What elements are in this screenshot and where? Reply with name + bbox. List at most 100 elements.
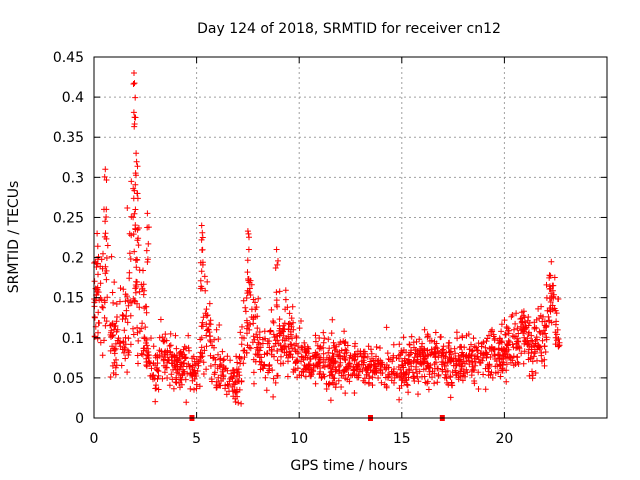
- data-point: [228, 370, 235, 377]
- data-point: [95, 319, 102, 326]
- data-point: [492, 363, 499, 370]
- data-point: [104, 242, 111, 249]
- data-point: [101, 337, 107, 344]
- data-point: [288, 323, 295, 330]
- data-point: [244, 228, 251, 235]
- data-point: [140, 281, 147, 288]
- data-point: [529, 368, 535, 375]
- data-point: [133, 264, 140, 271]
- data-point: [134, 257, 141, 263]
- data-point: [123, 307, 130, 314]
- data-point: [200, 314, 207, 321]
- data-point: [147, 360, 154, 367]
- data-point: [536, 344, 543, 351]
- data-point: [459, 377, 466, 384]
- data-point: [370, 361, 377, 368]
- data-point: [466, 346, 473, 353]
- data-point: [296, 325, 303, 332]
- data-point: [97, 280, 104, 287]
- data-point: [375, 357, 382, 364]
- data-point: [307, 373, 314, 380]
- data-point: [531, 350, 538, 357]
- data-point: [135, 360, 141, 367]
- data-point: [102, 230, 109, 237]
- data-point: [514, 359, 521, 366]
- data-point: [513, 345, 519, 351]
- data-point: [152, 354, 159, 361]
- data-point: [232, 388, 239, 395]
- data-point: [256, 329, 263, 335]
- data-point: [465, 355, 472, 361]
- data-point: [212, 361, 219, 368]
- data-point: [498, 339, 505, 346]
- data-point: [441, 374, 448, 381]
- data-point: [427, 364, 433, 371]
- data-point: [541, 322, 548, 329]
- data-point: [353, 361, 360, 368]
- data-point: [555, 296, 562, 302]
- data-point: [130, 109, 137, 116]
- data-point: [523, 324, 530, 331]
- data-point: [248, 314, 255, 320]
- data-point: [382, 374, 389, 381]
- data-point: [551, 274, 558, 281]
- data-point: [152, 385, 159, 392]
- data-point: [483, 338, 490, 345]
- data-point: [246, 326, 253, 333]
- data-point: [520, 308, 527, 315]
- data-point: [172, 332, 179, 339]
- data-point: [101, 299, 108, 306]
- data-point: [543, 281, 550, 288]
- data-point: [243, 349, 250, 356]
- data-point: [95, 309, 102, 316]
- data-point: [139, 320, 146, 327]
- data-point: [274, 357, 281, 364]
- data-point: [102, 322, 109, 329]
- data-point: [125, 347, 131, 354]
- data-point: [206, 300, 213, 307]
- data-point: [421, 346, 428, 353]
- data-point: [414, 350, 421, 357]
- data-point: [316, 370, 323, 377]
- data-point: [389, 358, 396, 365]
- data-point: [429, 374, 435, 381]
- data-point: [325, 381, 332, 388]
- data-point: [390, 370, 397, 377]
- data-point: [203, 306, 210, 313]
- data-point: [312, 332, 319, 339]
- data-point: [508, 354, 515, 361]
- data-point: [546, 274, 553, 281]
- data-point: [144, 352, 151, 359]
- data-point: [239, 323, 245, 330]
- data-point: [97, 263, 104, 270]
- data-point: [167, 349, 174, 356]
- data-point: [285, 354, 291, 361]
- data-point: [255, 347, 262, 354]
- data-point: [136, 288, 143, 295]
- data-point: [274, 372, 280, 379]
- data-point: [431, 365, 438, 372]
- data-point: [346, 363, 353, 370]
- data-point: [379, 370, 386, 376]
- data-point: [397, 366, 404, 373]
- data-point: [124, 205, 131, 211]
- data-point: [313, 353, 320, 359]
- data-point: [134, 195, 141, 202]
- data-point: [100, 250, 106, 257]
- data-point: [545, 313, 552, 320]
- data-point: [518, 327, 524, 334]
- data-point: [492, 370, 499, 376]
- data-point: [432, 329, 439, 336]
- data-point: [453, 362, 460, 369]
- data-point: [194, 368, 201, 374]
- data-point: [160, 338, 167, 345]
- data-point: [132, 206, 139, 213]
- data-point: [164, 359, 171, 366]
- data-point: [462, 353, 469, 360]
- data-point: [352, 340, 359, 347]
- data-point: [468, 341, 474, 348]
- data-point: [219, 348, 226, 355]
- data-point: [290, 369, 297, 375]
- data-point: [407, 351, 413, 358]
- y-tick-label: 0.3: [62, 170, 84, 186]
